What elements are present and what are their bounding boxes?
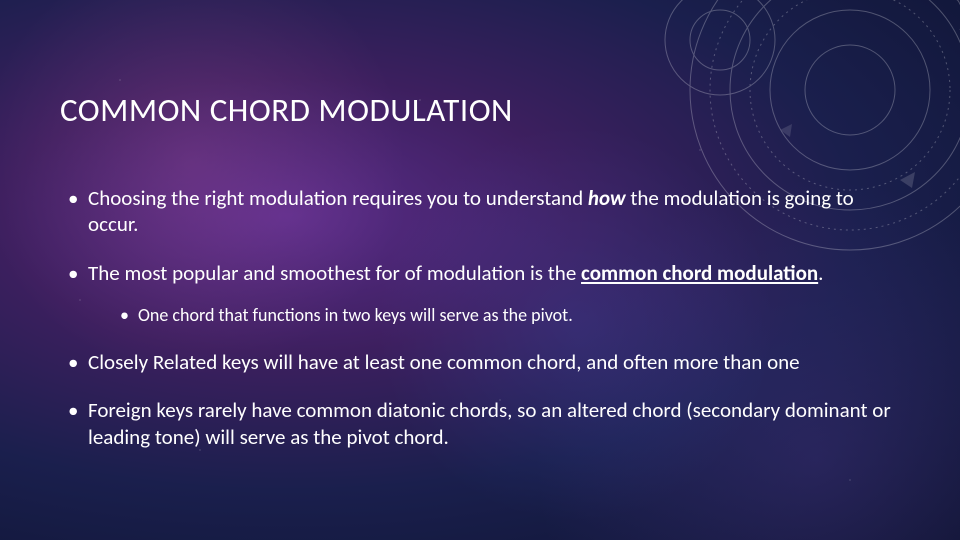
bullet-4-text: Foreign keys rarely have common diatonic… [88, 397, 891, 449]
bullet-2-text-post: . [818, 260, 823, 286]
slide: COMMON CHORD MODULATION Choosing the rig… [0, 0, 960, 540]
bullet-3: Closely Related keys will have at least … [60, 349, 900, 375]
bullet-2-sub-text: One chord that functions in two keys wil… [138, 304, 573, 326]
bullet-3-text: Closely Related keys will have at least … [88, 349, 800, 375]
bullet-1: Choosing the right modulation requires y… [60, 185, 900, 238]
bullet-2-text-pre: The most popular and smoothest for of mo… [88, 260, 581, 286]
bullet-2-emph: common chord modulation [581, 260, 818, 286]
bullet-1-emph: how [588, 185, 626, 211]
bullet-1-text-pre: Choosing the right modulation requires y… [88, 185, 588, 211]
bullet-2-sub: One chord that functions in two keys wil… [88, 304, 900, 327]
slide-content: COMMON CHORD MODULATION Choosing the rig… [0, 0, 960, 502]
slide-title: COMMON CHORD MODULATION [60, 90, 900, 130]
bullet-2: The most popular and smoothest for of mo… [60, 260, 900, 328]
bullet-4: Foreign keys rarely have common diatonic… [60, 397, 900, 450]
sub-bullet-list: One chord that functions in two keys wil… [88, 304, 900, 327]
bullet-list: Choosing the right modulation requires y… [60, 185, 900, 450]
